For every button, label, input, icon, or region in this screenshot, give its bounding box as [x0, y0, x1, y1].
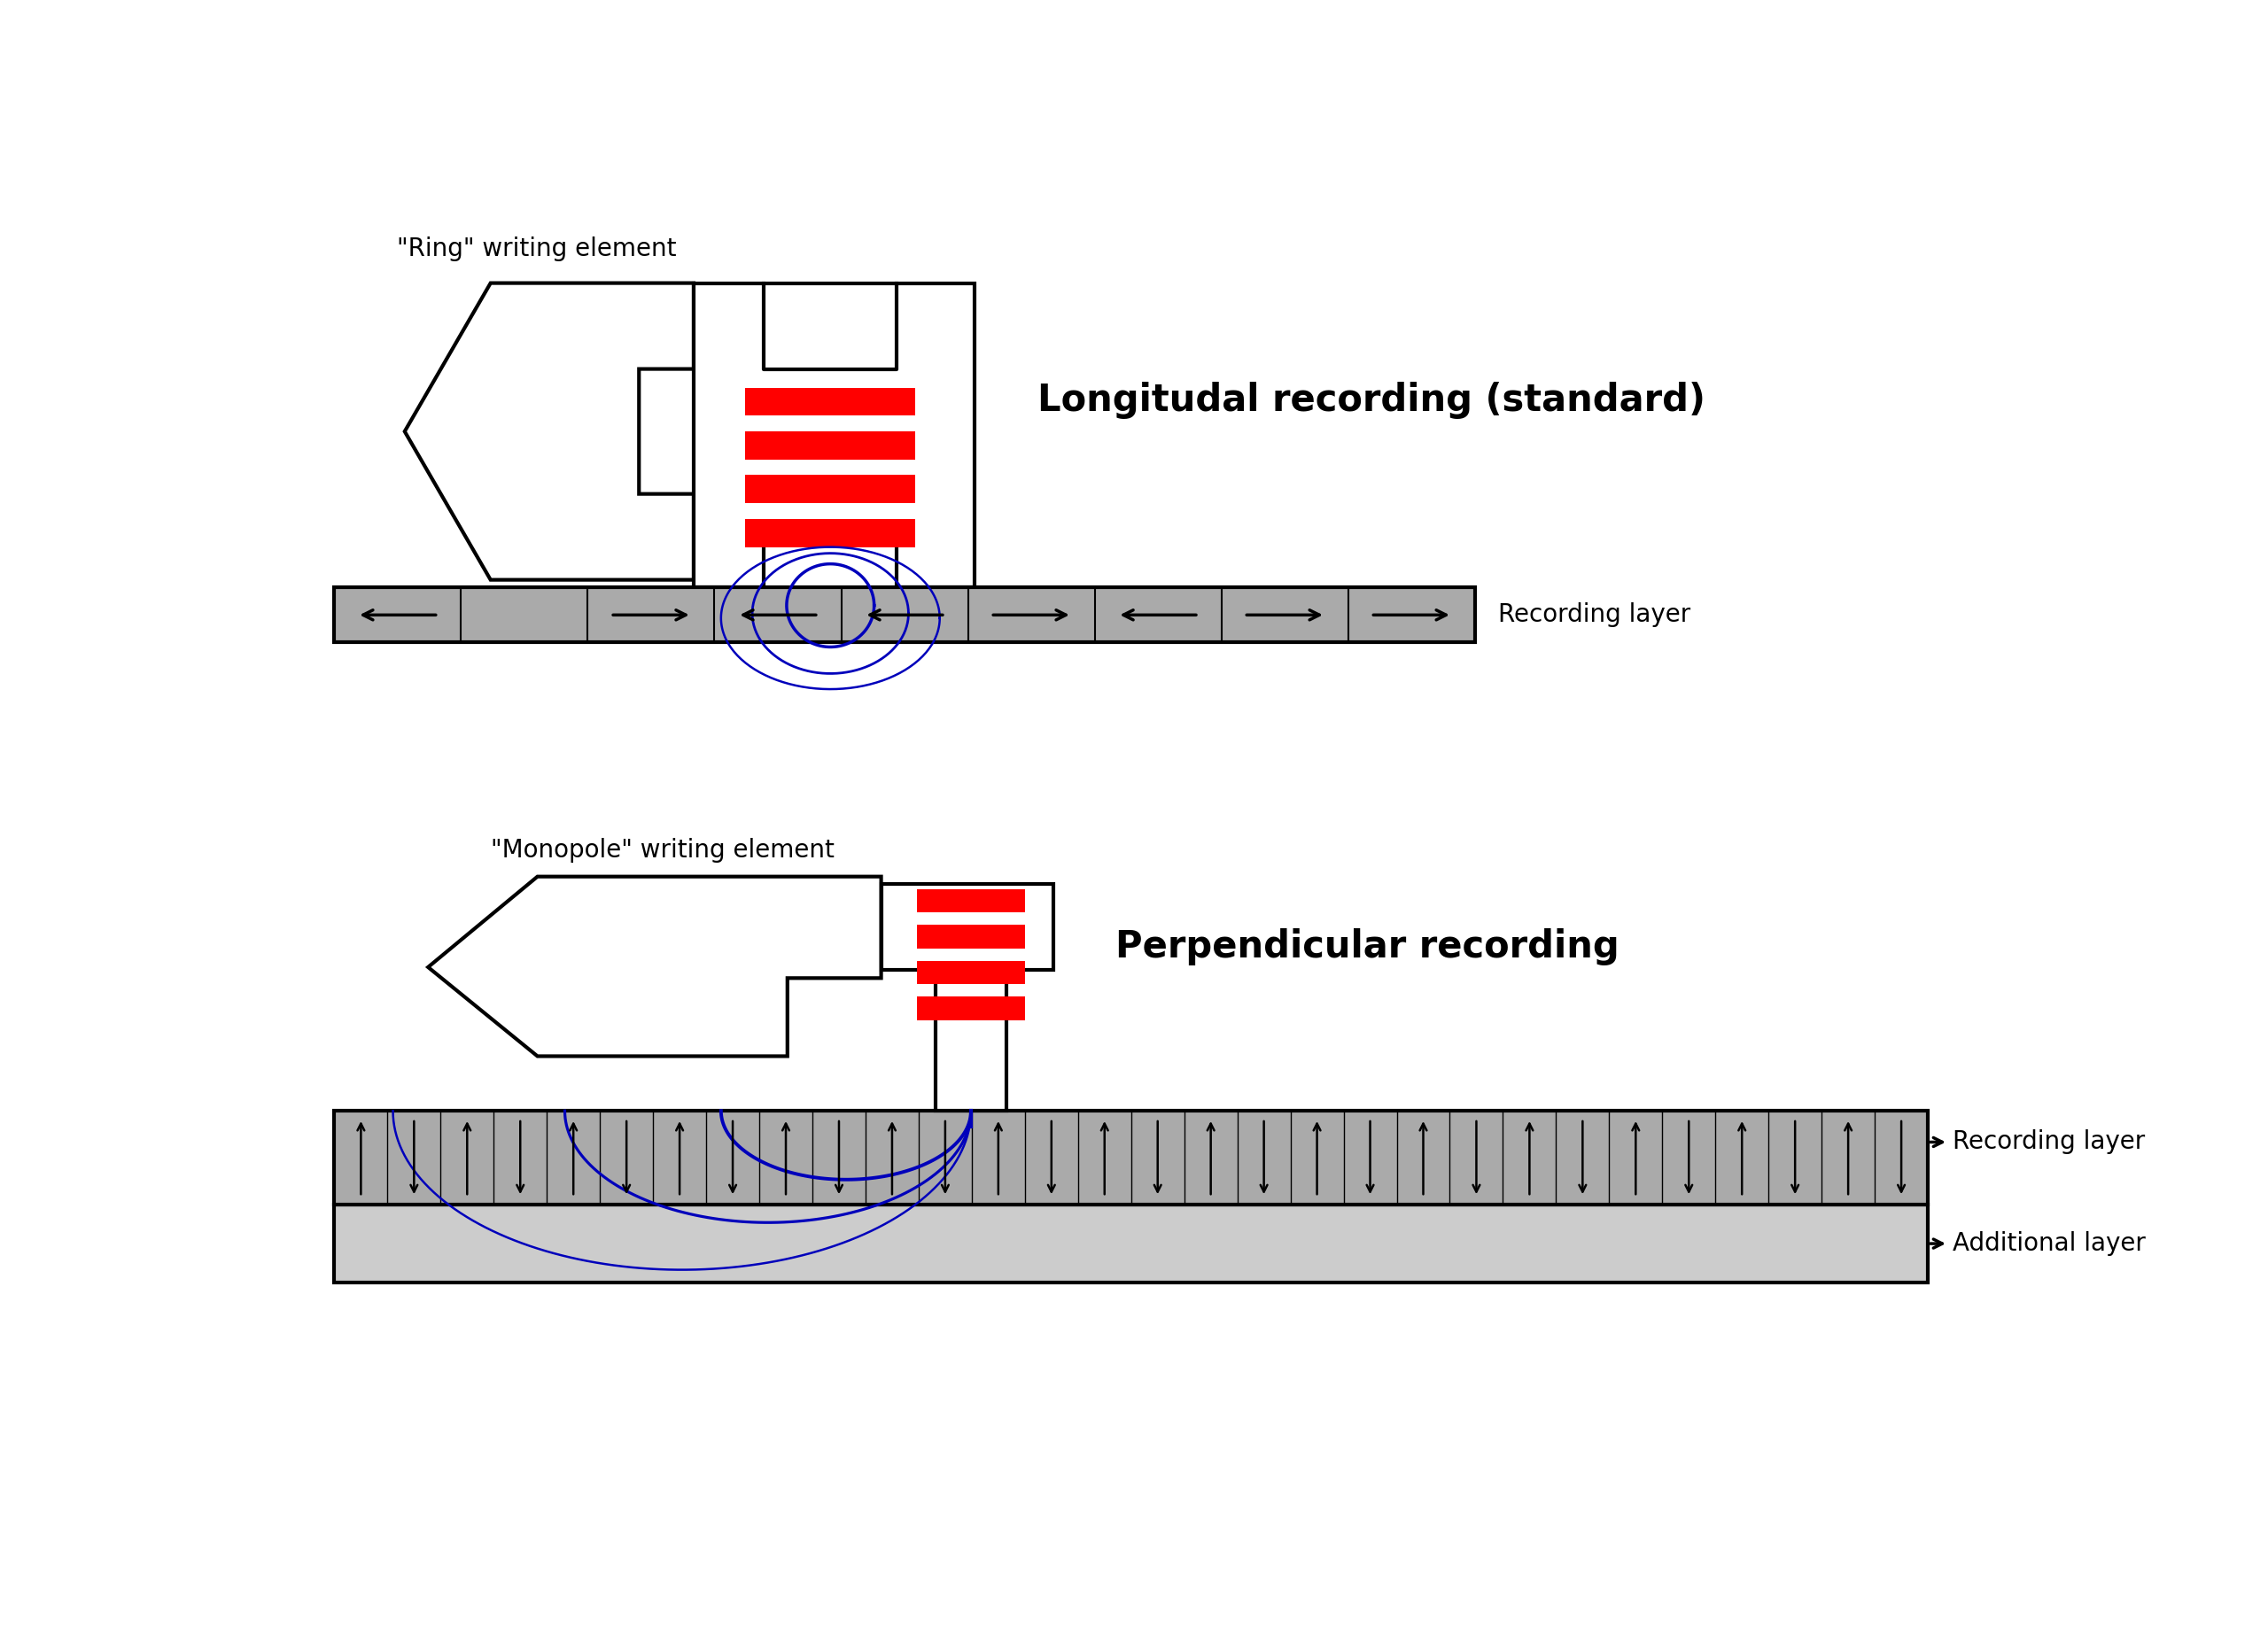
- Polygon shape: [694, 283, 975, 588]
- Polygon shape: [404, 283, 694, 580]
- Bar: [916, 961, 1025, 984]
- Text: Longitudal recording (standard): Longitudal recording (standard): [1036, 381, 1706, 419]
- Text: Additional layer: Additional layer: [1953, 1231, 2146, 1255]
- Bar: [333, 1204, 1928, 1283]
- Text: "Ring" writing element: "Ring" writing element: [397, 237, 676, 261]
- Bar: [746, 475, 916, 503]
- Bar: [746, 432, 916, 460]
- Text: Recording layer: Recording layer: [1953, 1130, 2146, 1155]
- Bar: [746, 388, 916, 416]
- Bar: [916, 889, 1025, 912]
- Polygon shape: [882, 884, 1052, 1111]
- Bar: [746, 519, 916, 547]
- Polygon shape: [429, 877, 882, 1056]
- Bar: [916, 925, 1025, 948]
- Text: Perpendicular recording: Perpendicular recording: [1116, 928, 1619, 966]
- Text: Recording layer: Recording layer: [1499, 603, 1690, 628]
- Bar: [333, 1111, 1928, 1204]
- Bar: [916, 997, 1025, 1020]
- Text: "Monopole" writing element: "Monopole" writing element: [490, 838, 835, 863]
- Bar: [333, 588, 1474, 642]
